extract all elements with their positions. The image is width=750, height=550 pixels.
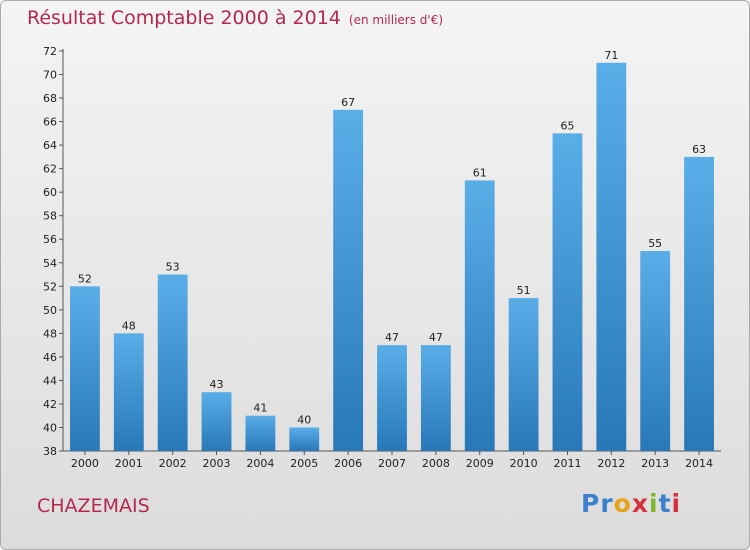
bar [464, 180, 495, 452]
logo-letter: o [613, 489, 632, 518]
y-tick-label: 64 [43, 139, 57, 152]
y-tick-label: 58 [43, 210, 57, 223]
y-tick-label: 60 [43, 186, 57, 199]
y-tick-label: 42 [43, 398, 57, 411]
y-tick-label: 52 [43, 280, 57, 293]
chart-bars [70, 62, 714, 452]
bar [201, 392, 232, 451]
y-tick-label: 50 [43, 304, 57, 317]
bar [420, 345, 451, 451]
chart-title-text: Résultat Comptable 2000 à 2014 [27, 7, 341, 29]
bar-value-label: 47 [385, 331, 399, 344]
y-tick-label: 48 [43, 327, 57, 340]
bar-value-label: 61 [473, 166, 487, 179]
bar-value-label: 47 [429, 331, 443, 344]
bar [552, 133, 583, 451]
y-tick-label: 54 [43, 257, 57, 270]
x-tick-label: 2009 [466, 457, 494, 470]
x-tick-label: 2000 [71, 457, 99, 470]
bar-value-label: 71 [604, 49, 618, 62]
y-tick-label: 46 [43, 351, 57, 364]
bar-value-label: 52 [78, 272, 92, 285]
bar-value-label: 48 [122, 319, 136, 332]
x-tick-label: 2007 [378, 457, 406, 470]
chart-title: Résultat Comptable 2000 à 2014 (en millie… [27, 7, 443, 29]
bar [157, 274, 188, 451]
y-tick-label: 62 [43, 163, 57, 176]
x-tick-label: 2012 [597, 457, 625, 470]
x-tick-label: 2003 [203, 457, 231, 470]
x-tick-label: 2006 [334, 457, 362, 470]
y-tick-label: 56 [43, 233, 57, 246]
bar-value-label: 51 [517, 284, 531, 297]
bar-value-label: 40 [297, 413, 311, 426]
x-tick-label: 2010 [510, 457, 538, 470]
chart-subtitle: (en milliers d'€) [348, 13, 444, 27]
bar [113, 333, 144, 451]
y-tick-label: 68 [43, 92, 57, 105]
bar [640, 251, 671, 451]
y-tick-label: 70 [43, 69, 57, 82]
proxiti-logo: Proxiti [581, 489, 681, 518]
x-tick-label: 2001 [115, 457, 143, 470]
x-tick-label: 2002 [159, 457, 187, 470]
y-tick-label: 40 [43, 421, 57, 434]
bar-value-label: 67 [341, 96, 355, 109]
logo-letter: P [581, 489, 601, 518]
x-tick-label: 2005 [290, 457, 318, 470]
bar-value-label: 53 [166, 261, 180, 274]
bar-value-label: 55 [648, 237, 662, 250]
bar-value-label: 63 [692, 143, 706, 156]
bar [333, 109, 364, 451]
y-tick-label: 38 [43, 445, 57, 458]
y-tick-label: 66 [43, 116, 57, 129]
bar-value-label: 65 [560, 119, 574, 132]
logo-letter: x [631, 489, 649, 518]
bar [596, 62, 627, 451]
bar [377, 345, 407, 451]
bar [70, 286, 100, 451]
bar-value-label: 41 [253, 402, 267, 415]
bar [289, 427, 320, 451]
bar [508, 298, 539, 451]
x-tick-label: 2014 [685, 457, 713, 470]
bar [684, 156, 714, 451]
bar-value-label: 43 [210, 378, 224, 391]
x-tick-label: 2013 [641, 457, 669, 470]
chart-labels: 52 2000 48 2001 53 2002 43 2003 41 2004 40 2005 67 20… [71, 49, 713, 470]
commune-name: CHAZEMAIS [37, 495, 150, 517]
logo-letter: i [649, 489, 659, 518]
x-tick-label: 2004 [246, 457, 274, 470]
y-tick-label: 44 [43, 374, 57, 387]
bar [245, 415, 276, 451]
logo-letter: i [671, 489, 682, 518]
logo-letter: r [600, 489, 614, 518]
logo-letter: t [658, 489, 672, 518]
x-tick-label: 2011 [553, 457, 581, 470]
y-tick-label: 72 [43, 45, 57, 58]
x-tick-label: 2008 [422, 457, 450, 470]
